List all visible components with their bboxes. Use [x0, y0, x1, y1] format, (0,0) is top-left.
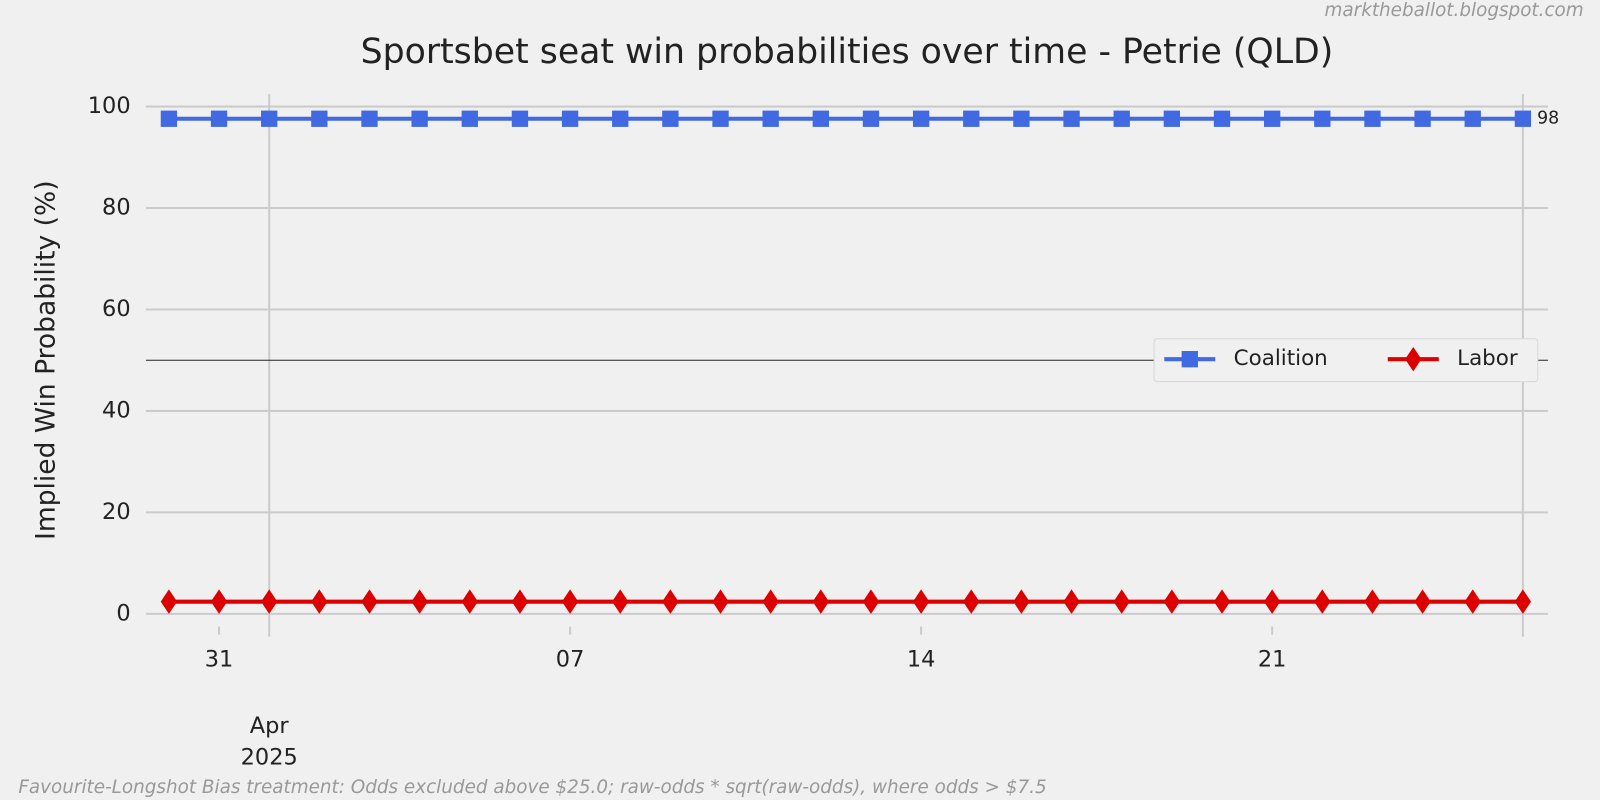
marker	[160, 589, 178, 614]
marker	[1414, 110, 1431, 127]
x-tick-label: 14	[907, 647, 936, 673]
marker	[411, 110, 428, 127]
y-tick-label: 0	[116, 600, 130, 626]
marker	[1213, 110, 1231, 127]
marker	[411, 589, 428, 614]
marker	[561, 110, 579, 127]
marker	[1464, 589, 1481, 614]
y-axis-label: Implied Win Probability (%)	[30, 180, 61, 540]
marker	[862, 110, 880, 127]
marker	[862, 589, 880, 614]
marker	[812, 110, 829, 127]
marker	[160, 110, 178, 127]
watermark: marktheballot.blogspot.com	[1325, 0, 1584, 21]
marker	[1364, 589, 1381, 614]
marker	[612, 110, 629, 127]
marker	[1213, 589, 1231, 614]
marker	[261, 110, 278, 127]
marker	[1163, 110, 1181, 127]
marker	[511, 110, 529, 127]
legend-label: Coalition	[1234, 346, 1328, 371]
marker	[1364, 110, 1381, 127]
marker	[1013, 110, 1030, 127]
marker	[762, 589, 779, 614]
marker	[1514, 589, 1532, 614]
marker	[662, 110, 679, 127]
y-tick-label: 20	[102, 499, 131, 525]
marker	[1414, 589, 1431, 614]
marker	[261, 589, 278, 614]
marker	[1163, 589, 1181, 614]
marker	[461, 110, 478, 127]
marker	[762, 110, 779, 127]
marker	[1013, 589, 1030, 614]
marker	[311, 110, 328, 127]
marker	[1113, 589, 1130, 614]
marker	[963, 110, 980, 127]
marker	[812, 589, 829, 614]
marker	[912, 110, 930, 127]
marker	[1063, 110, 1080, 127]
marker	[361, 110, 378, 127]
marker	[1314, 110, 1331, 127]
y-tick-label: 40	[102, 397, 131, 423]
legend-box	[1153, 338, 1539, 383]
value-label: 98	[1537, 109, 1559, 129]
marker	[311, 589, 328, 614]
marker	[1063, 589, 1080, 614]
marker	[1263, 589, 1281, 614]
marker	[210, 589, 228, 614]
marker	[1514, 110, 1532, 127]
marker	[1464, 110, 1481, 127]
marker	[1113, 110, 1130, 127]
marker	[210, 110, 228, 127]
x-tick-label: 07	[556, 647, 585, 673]
x-tick-label: 21	[1258, 647, 1287, 673]
chart-title: Sportsbet seat win probabilities over ti…	[361, 32, 1334, 72]
marker	[1263, 110, 1281, 127]
marker	[461, 589, 478, 614]
marker	[662, 589, 679, 614]
x-major-label: Apr	[250, 713, 290, 739]
y-tick-label: 60	[102, 296, 131, 322]
legend-label: Labor	[1457, 346, 1518, 371]
marker	[1405, 346, 1422, 372]
marker	[1181, 351, 1198, 368]
x-major-label: 2025	[241, 745, 298, 771]
marker	[1314, 589, 1331, 614]
footnote: Favourite-Longshot Bias treatment: Odds …	[18, 777, 1046, 798]
y-tick-label: 80	[102, 195, 131, 221]
y-tick-label: 100	[88, 93, 131, 119]
x-tick-label: 31	[205, 647, 234, 673]
marker	[511, 589, 529, 614]
marker	[361, 589, 378, 614]
marker	[712, 110, 729, 127]
marker	[912, 589, 930, 614]
